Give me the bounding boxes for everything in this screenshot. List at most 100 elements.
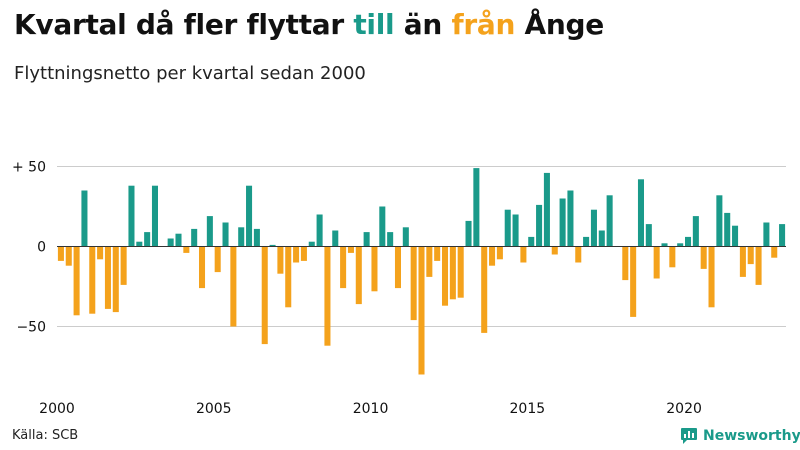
bar — [285, 246, 292, 308]
bar — [81, 190, 88, 247]
brand-name: Newsworthy — [703, 428, 800, 444]
bar — [637, 179, 644, 247]
bar — [410, 246, 417, 321]
bar — [426, 246, 433, 277]
y-tick-label: 0 — [37, 240, 46, 256]
bar — [622, 246, 629, 281]
title-fran-word: från — [451, 8, 516, 41]
bar — [151, 185, 158, 247]
bar — [387, 232, 394, 247]
bar — [293, 246, 300, 263]
x-tick-label: 2010 — [353, 401, 389, 417]
bar — [724, 212, 731, 247]
bar — [371, 246, 378, 292]
bar — [669, 246, 676, 268]
source-note: Källa: SCB — [12, 428, 79, 443]
bar — [692, 216, 699, 247]
y-tick-label: −50 — [16, 320, 46, 336]
chart-title: Kvartal då fler flyttar till än från Ång… — [14, 8, 604, 41]
bar — [379, 206, 386, 247]
bar — [536, 204, 543, 247]
bar — [65, 246, 72, 266]
x-tick-label: 2015 — [510, 401, 546, 417]
bar — [755, 246, 762, 285]
brand-logo: Newsworthy — [680, 427, 800, 445]
bar — [583, 236, 590, 247]
bar — [449, 246, 456, 300]
x-tick-label: 2005 — [196, 401, 232, 417]
bar — [630, 246, 637, 317]
bar — [324, 246, 331, 346]
x-tick-label: 2020 — [666, 401, 702, 417]
bar — [112, 246, 119, 313]
bar — [771, 246, 778, 258]
bar — [504, 209, 511, 247]
bar — [402, 227, 409, 247]
bar — [144, 232, 151, 247]
bar — [677, 243, 684, 247]
bar — [685, 236, 692, 247]
bar — [418, 246, 425, 375]
bar — [528, 236, 535, 247]
bar — [394, 246, 401, 289]
bar — [246, 185, 253, 247]
bar — [277, 246, 284, 274]
bar — [214, 246, 221, 273]
bar — [57, 246, 64, 261]
bar — [473, 168, 480, 247]
bar — [716, 195, 723, 247]
x-tick-label: 2000 — [39, 401, 75, 417]
bar — [598, 230, 605, 247]
bar — [645, 224, 652, 247]
newsworthy-chart-icon — [681, 428, 697, 444]
bar — [89, 246, 96, 314]
bar — [238, 227, 245, 247]
bar — [355, 246, 362, 305]
bar — [300, 246, 307, 261]
bar — [191, 228, 198, 247]
bar — [700, 246, 707, 269]
bar — [308, 241, 315, 247]
title-middle: än — [394, 8, 452, 41]
bar — [457, 246, 464, 298]
title-suffix: Ånge — [515, 8, 605, 41]
bar — [489, 246, 496, 266]
bar — [434, 246, 441, 261]
bar — [199, 246, 206, 289]
bar — [661, 243, 668, 247]
bar — [606, 195, 613, 247]
bar — [481, 246, 488, 333]
bar — [340, 246, 347, 289]
bar — [747, 246, 754, 265]
bar — [316, 214, 323, 247]
bar — [332, 230, 339, 247]
bar — [183, 246, 190, 253]
bar — [261, 246, 268, 345]
bar — [465, 220, 472, 247]
bar — [779, 224, 786, 247]
bar — [567, 190, 574, 247]
title-till-word: till — [353, 8, 395, 41]
bar — [732, 225, 739, 247]
bar — [222, 222, 229, 247]
bar — [559, 198, 566, 247]
bar — [120, 246, 127, 285]
bar — [167, 238, 174, 247]
bar — [253, 228, 260, 247]
bar — [442, 246, 449, 306]
title-prefix: Kvartal då fler flyttar — [14, 8, 354, 41]
bar — [590, 209, 597, 247]
bar — [653, 246, 660, 279]
bar — [206, 216, 213, 247]
bar — [104, 246, 111, 309]
bar — [543, 172, 550, 247]
bar — [128, 185, 135, 247]
bar — [739, 246, 746, 277]
bar — [520, 246, 527, 263]
bar — [73, 246, 80, 316]
bar — [763, 222, 770, 247]
bar — [269, 244, 276, 247]
bar — [496, 246, 503, 260]
bar — [363, 232, 370, 247]
